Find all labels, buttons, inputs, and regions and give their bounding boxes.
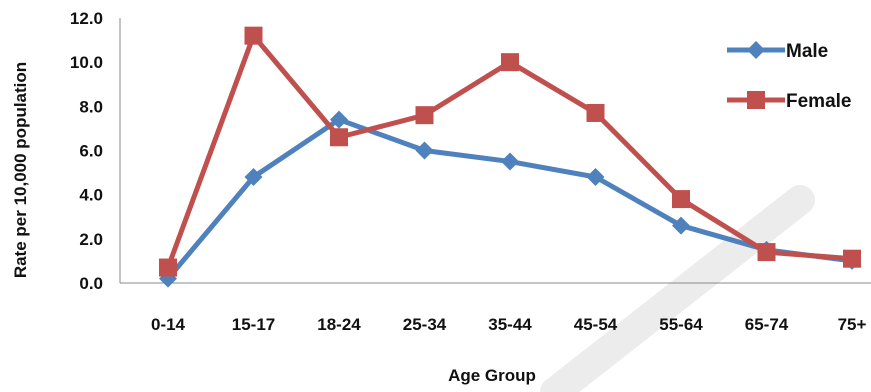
series-female — [159, 26, 861, 277]
y-tick-label: 10.0 — [70, 53, 103, 72]
series-male — [159, 110, 861, 288]
y-tick-label: 12.0 — [70, 9, 103, 28]
legend-female-marker — [747, 91, 765, 109]
data-point-female — [672, 190, 690, 209]
data-point-male — [586, 168, 605, 186]
x-tick-label: 35-44 — [488, 315, 532, 334]
x-tick-label: 65-74 — [745, 315, 789, 334]
x-tick-label: 18-24 — [317, 315, 361, 334]
data-point-female — [415, 106, 434, 125]
data-point-male — [501, 152, 519, 171]
x-tick-label: 0-14 — [151, 315, 186, 334]
x-tick-label: 25-34 — [403, 315, 447, 334]
y-axis-ticks: 0.0 2.0 4.0 6.0 8.0 10.0 12.0 — [70, 9, 103, 293]
x-tick-label: 55-64 — [659, 315, 703, 334]
legend-male-label: Male — [786, 41, 828, 62]
data-point-female — [330, 128, 348, 147]
x-axis-title: Age Group — [448, 366, 536, 385]
legend-male-marker — [747, 41, 765, 59]
series-layer — [159, 26, 861, 288]
data-point-female — [843, 249, 861, 268]
legend-item-male: Male — [727, 41, 828, 62]
data-point-male — [415, 141, 434, 160]
data-point-female — [586, 103, 605, 122]
watermark — [540, 185, 815, 392]
data-point-male — [672, 216, 690, 235]
x-axis-ticks: 0-14 15-17 18-24 25-34 35-44 45-54 55-64 65-74 7… — [151, 315, 867, 334]
data-point-female — [244, 26, 263, 45]
y-tick-label: 4.0 — [79, 186, 103, 205]
data-point-female — [159, 258, 177, 277]
y-tick-label: 2.0 — [79, 230, 103, 249]
data-point-female — [501, 53, 519, 72]
y-tick-label: 8.0 — [79, 97, 103, 116]
legend-female-label: Female — [786, 91, 851, 112]
y-tick-label: 6.0 — [79, 142, 103, 161]
x-tick-label: 45-54 — [574, 315, 618, 334]
x-tick-label: 15-17 — [232, 315, 275, 334]
data-point-male — [244, 168, 263, 186]
legend: Male Female — [727, 41, 851, 112]
x-tick-label: 75+ — [838, 315, 867, 334]
data-point-male — [330, 110, 348, 129]
legend-item-female: Female — [727, 91, 851, 112]
y-axis-title: Rate per 10,000 population — [11, 62, 30, 278]
y-tick-label: 0.0 — [79, 274, 103, 293]
data-point-female — [757, 243, 776, 262]
